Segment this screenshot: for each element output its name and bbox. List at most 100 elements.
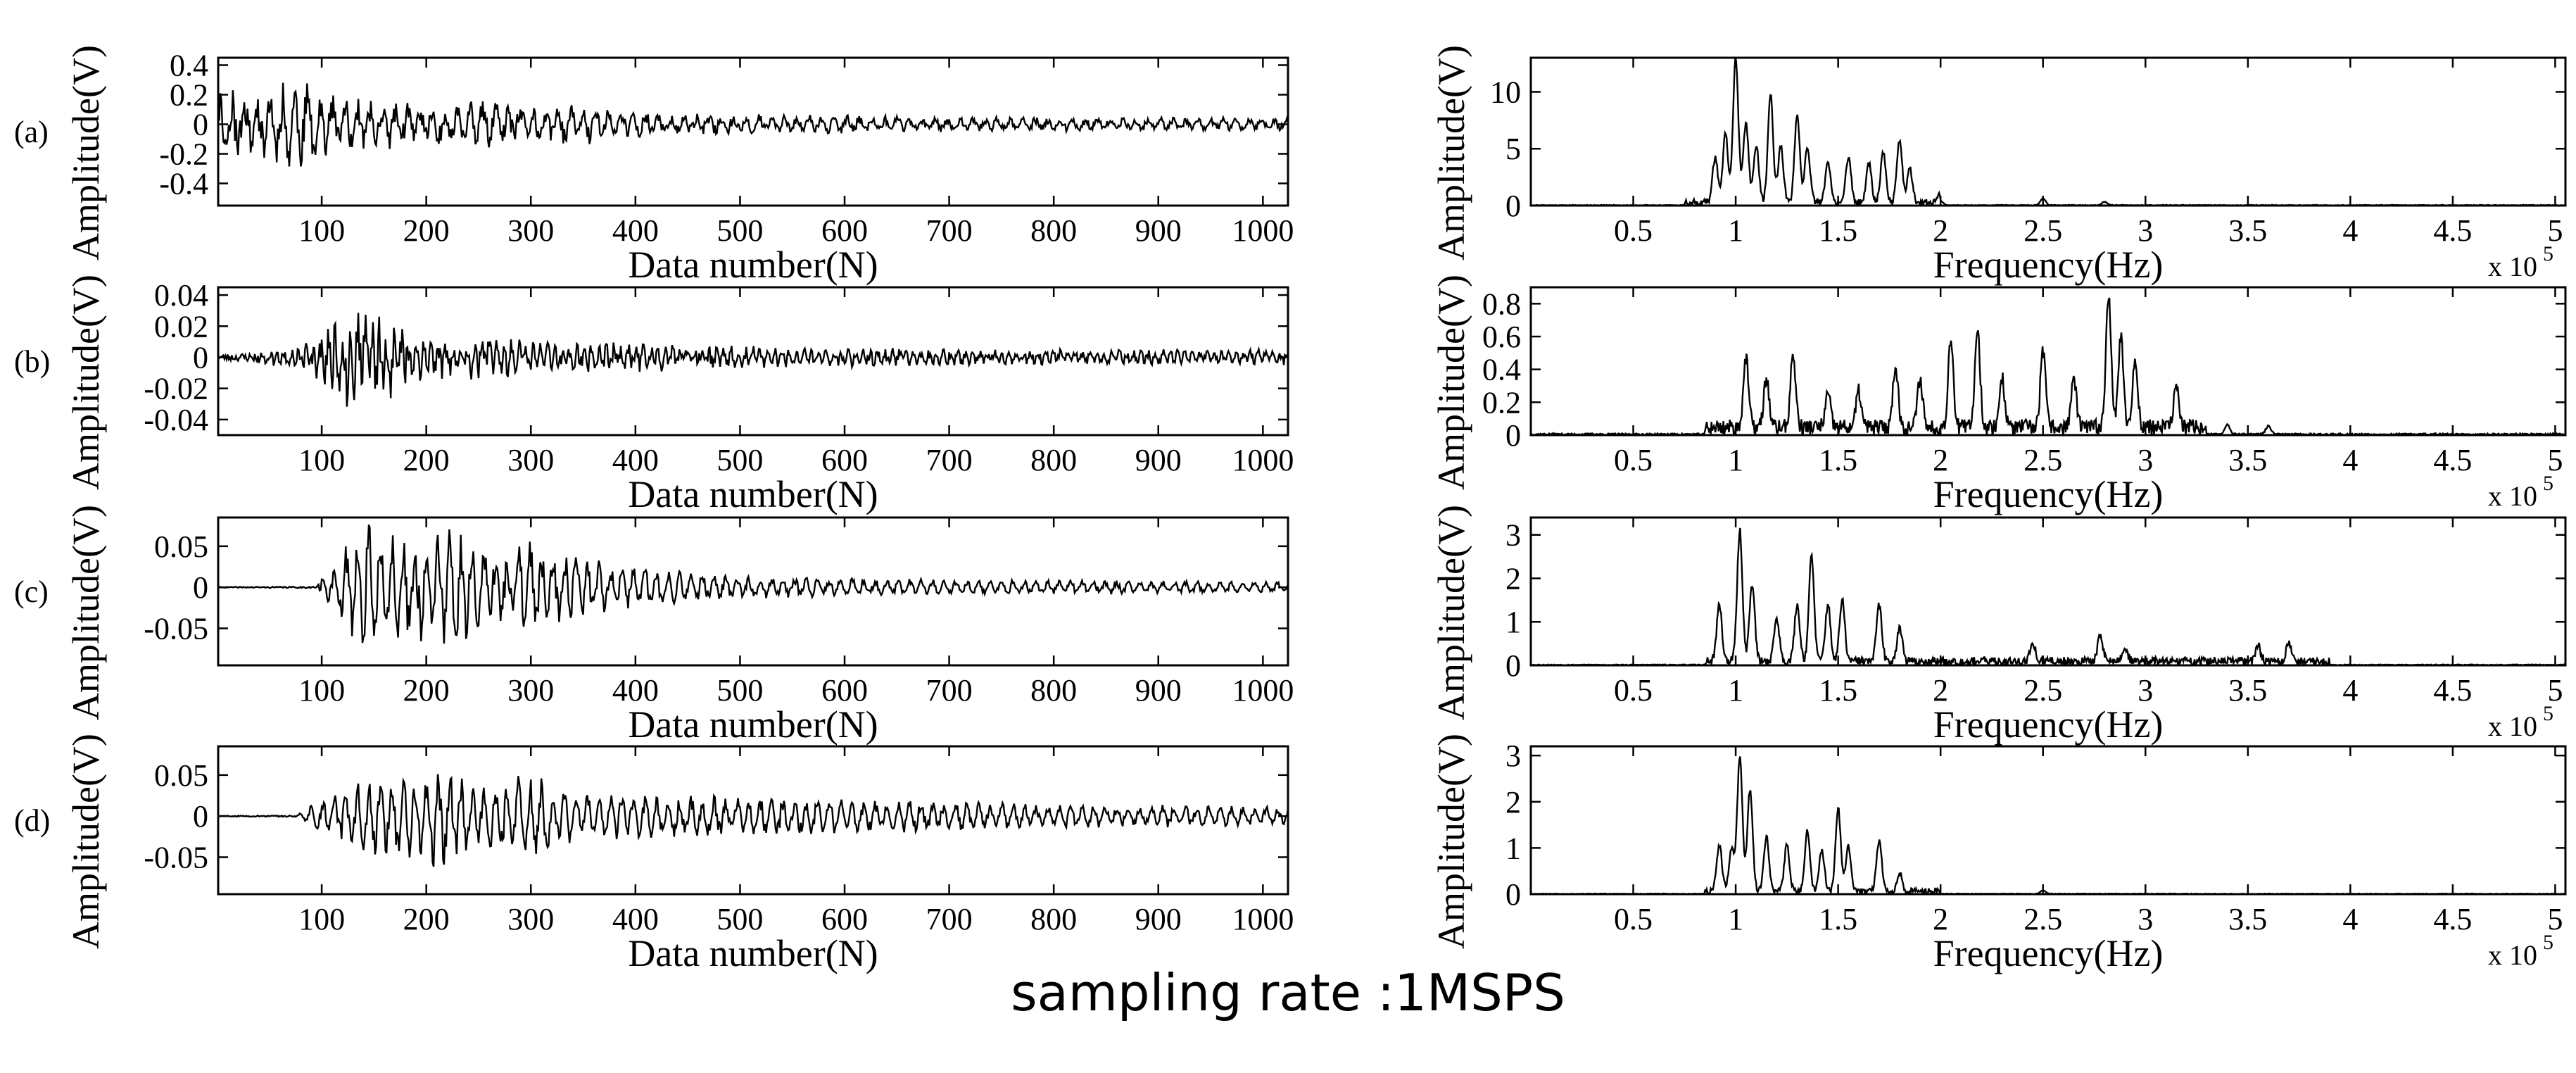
x-tick-label: 0.5 (1614, 902, 1653, 936)
x-tick-label: 400 (612, 902, 659, 936)
y-tick-label: 3 (1505, 739, 1521, 773)
y-tick-label: 0.04 (154, 278, 208, 313)
x-tick-label: 2 (1933, 213, 1948, 248)
y-tick-label: -0.4 (159, 167, 208, 201)
x-multiplier: x 10 (2488, 710, 2537, 742)
x-tick-label: 600 (821, 902, 868, 936)
x-tick-label: 200 (403, 673, 450, 708)
x-tick-label: 800 (1030, 213, 1077, 248)
x-tick-label: 200 (403, 213, 450, 248)
x-tick-label: 4 (2342, 673, 2358, 708)
y-axis-label: Amplitude(V) (65, 45, 107, 261)
plot-d-time: 100 200 300 400 500 600 700 800 900 1000 -0.05 0 0.0… (14, 734, 1294, 974)
x-tick-label: 600 (821, 673, 868, 708)
x-tick-label: 400 (612, 213, 659, 248)
x-multiplier: x 10 (2488, 251, 2537, 282)
y-tick-label: 0.05 (154, 758, 208, 793)
y-axis-label: Amplitude(V) (65, 275, 107, 490)
x-tick-label: 300 (507, 673, 554, 708)
panel-label: (a) (14, 115, 49, 149)
x-tick-label: 400 (612, 443, 659, 477)
panel-label: (d) (14, 803, 50, 838)
x-tick-label: 400 (612, 673, 659, 708)
x-axis-label: Frequency(Hz) (1933, 703, 2164, 746)
x-tick-label: 1000 (1232, 902, 1294, 936)
x-tick-label: 1.5 (1819, 902, 1857, 936)
axes-frame (1529, 516, 2567, 667)
x-tick-label: 4.5 (2433, 673, 2472, 708)
x-tick-label: 2.5 (2023, 902, 2062, 936)
y-tick-label: 0 (1505, 648, 1521, 683)
x-tick-label: 900 (1135, 213, 1182, 248)
x-tick-label: 3.5 (2228, 673, 2267, 708)
x-tick-label: 1 (1728, 673, 1743, 708)
axes-frame (1529, 56, 2567, 207)
y-tick-label: 5 (1505, 132, 1521, 166)
x-tick-label: 500 (716, 213, 763, 248)
series-line (218, 524, 1288, 644)
y-tick-label: 1 (1505, 831, 1521, 865)
x-tick-label: 1 (1728, 213, 1743, 248)
plot-b-freq: 0.5 1 1.5 2 2.5 3 3.5 4 4.5 5 00.20.40.60.8 Frequen… (1430, 275, 2567, 515)
x-tick-label: 500 (716, 902, 763, 936)
x-tick-label: 4 (2342, 213, 2358, 248)
x-tick-label: 1000 (1232, 673, 1294, 708)
x-tick-label: 1.5 (1819, 443, 1857, 477)
y-tick-label: -0.05 (144, 841, 208, 875)
x-multiplier-exponent: 5 (2543, 472, 2553, 495)
y-axis-label: Amplitude(V) (1430, 505, 1472, 720)
plot-c-time: 100 200 300 400 500 600 700 800 900 1000 -0.05 0 0.0… (14, 505, 1294, 746)
plot-a-time: 100 200 300 400 500 600 700 800 900 1000-0.4-0.20… (14, 45, 1294, 286)
x-axis-label: Frequency(Hz) (1933, 244, 2164, 286)
plot-c-freq: 0.5 1 1.5 2 2.5 3 3.5 4 4.5 50123Frequency(Hz)Amp… (1430, 505, 2567, 746)
axes-frame (1529, 745, 2567, 896)
y-tick-label: 0 (193, 570, 208, 605)
x-tick-label: 1000 (1232, 213, 1294, 248)
y-tick-label: 1 (1505, 605, 1521, 639)
y-axis-label: Amplitude(V) (65, 734, 107, 949)
x-tick-label: 2.5 (2023, 443, 2062, 477)
x-axis-label: Data number(N) (628, 703, 878, 746)
x-tick-label: 200 (403, 443, 450, 477)
axes-frame (1529, 286, 2567, 437)
y-axis-label: Amplitude(V) (1430, 734, 1472, 949)
series-line (1531, 527, 2565, 665)
y-tick-label: 0 (193, 108, 208, 142)
x-tick-label: 300 (507, 443, 554, 477)
x-tick-label: 800 (1030, 673, 1077, 708)
x-tick-label: 800 (1030, 902, 1077, 936)
x-tick-label: 1 (1728, 443, 1743, 477)
x-tick-label: 2.5 (2023, 213, 2062, 248)
x-tick-label: 800 (1030, 443, 1077, 477)
plot-d-freq: 0.5 1 1.5 2 2.5 3 3.5 4 4.5 50123Frequency(Hz)Amp… (1430, 734, 2567, 974)
x-tick-label: 700 (926, 443, 973, 477)
x-tick-label: 900 (1135, 443, 1182, 477)
y-tick-label: 0.2 (170, 78, 208, 113)
y-axis-label: Amplitude(V) (1430, 275, 1472, 490)
x-multiplier: x 10 (2488, 480, 2537, 512)
y-tick-label: -0.2 (159, 137, 208, 172)
y-tick-label: 0 (1505, 418, 1521, 453)
x-tick-label: 5 (2547, 213, 2563, 248)
y-tick-label: 3 (1505, 518, 1521, 553)
x-tick-label: 600 (821, 443, 868, 477)
y-tick-label: 0.4 (1482, 353, 1521, 387)
x-tick-label: 3 (2138, 673, 2153, 708)
y-tick-label: 0.05 (154, 529, 208, 564)
panel-label: (b) (14, 344, 50, 379)
axes-frame (217, 516, 1289, 667)
y-tick-label: 2 (1505, 785, 1521, 820)
y-tick-label: 0.02 (154, 309, 208, 344)
x-tick-label: 2 (1933, 902, 1948, 936)
x-multiplier-exponent: 5 (2543, 702, 2553, 725)
x-tick-label: 4.5 (2433, 902, 2472, 936)
series-line (1531, 756, 2565, 894)
plot-a-freq: 0.5 1 1.5 2 2.5 3 3.5 4 4.5 5 0 5 10 Frequency(Hz) Amp… (1430, 45, 2567, 286)
y-tick-label: 0 (193, 340, 208, 375)
x-tick-label: 0.5 (1614, 673, 1653, 708)
axes-frame (217, 745, 1289, 896)
x-tick-label: 4.5 (2433, 213, 2472, 248)
x-tick-label: 100 (298, 902, 345, 936)
x-axis-label: Data number(N) (628, 932, 878, 974)
y-tick-label: 10 (1490, 75, 1521, 109)
